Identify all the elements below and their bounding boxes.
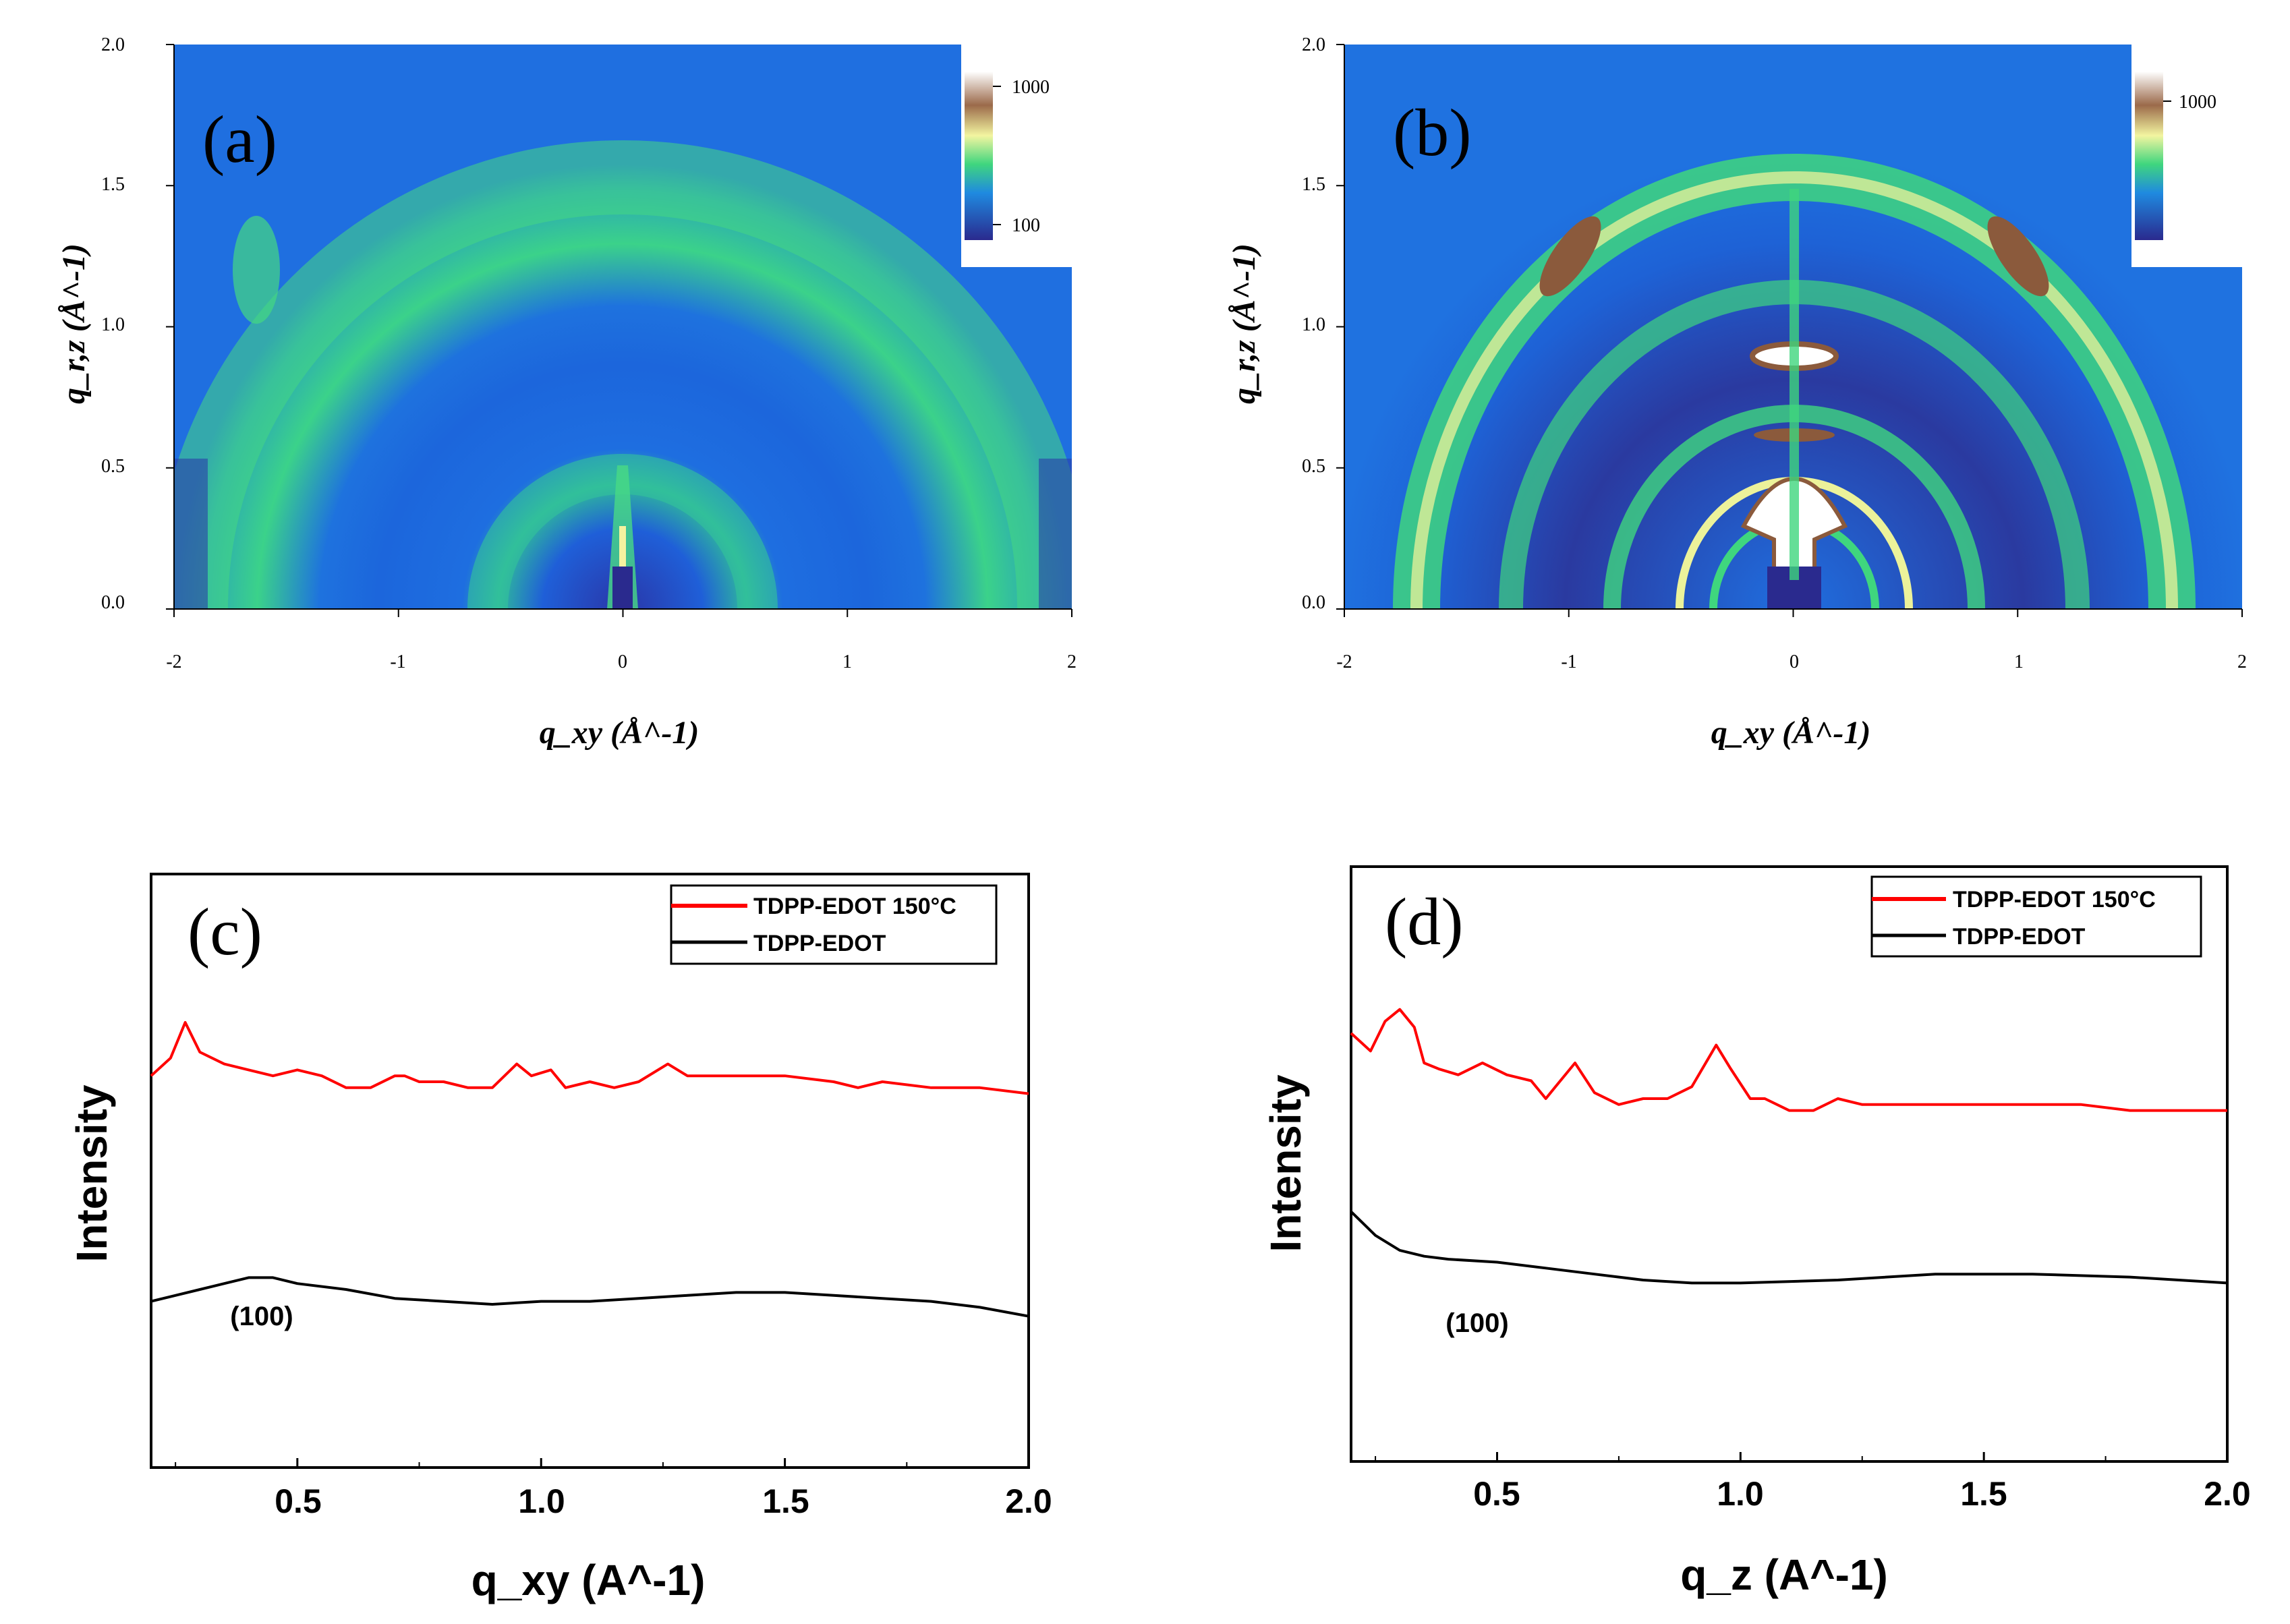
heatmap-b <box>1344 45 2242 609</box>
x-tick-a-1: -1 <box>390 651 405 672</box>
legend-c: TDPP-EDOT 150°C TDPP-EDOT <box>670 884 998 965</box>
y-tick-a-0: 0.0 <box>101 592 125 613</box>
hotspot-b-left <box>1539 216 1601 297</box>
y-axis-title-d: Intensity <box>1261 1074 1310 1252</box>
legend-d-label-black: TDPP-EDOT <box>1953 924 2086 950</box>
panel-c: (c) TDPP-EDOT 150°C TDPP-EDOT (100) 0.5 … <box>67 873 1052 1604</box>
y-tick-b-0: 0.0 <box>1302 592 1325 613</box>
y-axis-title-a: q_r,z (Å^-1) <box>56 243 92 404</box>
corner-a-left <box>174 459 208 609</box>
panel-label-c: (c) <box>188 894 262 969</box>
ticks-c <box>175 1458 1030 1468</box>
plot-frame-c <box>150 873 1030 1469</box>
colorbar-a <box>965 71 993 240</box>
corner-a-right <box>1039 459 1072 609</box>
y-tick-a-1: 0.5 <box>101 456 125 477</box>
x-tick-d-1: 1.0 <box>1717 1475 1764 1513</box>
x-tick-d-3: 2.0 <box>2204 1475 2251 1513</box>
plot-frame-d <box>1350 865 2229 1463</box>
x-tick-b-2: 0 <box>1790 651 1799 672</box>
y-tick-a-2: 1.0 <box>101 314 125 335</box>
spot-a-left <box>233 216 280 324</box>
y-tick-b-3: 1.5 <box>1302 174 1325 195</box>
y-tick-b-1: 0.5 <box>1302 456 1325 477</box>
series-d <box>1350 1008 2228 1285</box>
panel-d: (d) TDPP-EDOT 150°C TDPP-EDOT (100) 0.5 … <box>1261 865 2251 1599</box>
hotspot-b-right <box>1987 216 2049 297</box>
panel-b: 1000 (b) 0.0 0.5 1.0 1.5 2.0 -2 -1 0 1 2… <box>1226 34 2247 751</box>
colorbar-a-label-100: 100 <box>1012 215 1040 236</box>
panel-label-a: (a) <box>202 102 277 177</box>
panel-label-d: (d) <box>1385 884 1464 959</box>
colorbar-a-label-1000: 1000 <box>1012 77 1050 98</box>
x-tick-a-3: 1 <box>842 651 852 672</box>
x-axis-title-b: q_xy (Å^-1) <box>1711 715 1871 751</box>
x-tick-c-3: 2.0 <box>1005 1482 1052 1520</box>
y-tick-b-4: 2.0 <box>1302 34 1325 55</box>
y-tick-a-4: 2.0 <box>101 34 125 55</box>
colorbar-b <box>2135 71 2163 240</box>
legend-c-box <box>670 884 998 965</box>
x-tick-c-0: 0.5 <box>275 1482 322 1520</box>
x-axis-title-a: q_xy (Å^-1) <box>540 715 699 751</box>
series-line-c-red <box>150 1021 1029 1095</box>
x-tick-a-4: 2 <box>1067 651 1077 672</box>
series-line-c-black <box>150 1276 1029 1318</box>
legend-c-label-red: TDPP-EDOT 150°C <box>753 894 956 919</box>
panel-a: 1000 100 (a) 0.0 0.5 1.0 1.5 2.0 -2 -1 0… <box>56 34 1077 751</box>
peak-label-d: (100) <box>1445 1308 1508 1338</box>
series-line-d-black <box>1350 1211 2228 1285</box>
x-tick-d-0: 0.5 <box>1473 1475 1520 1513</box>
x-tick-c-2: 1.5 <box>762 1482 809 1520</box>
ticks-d <box>1375 1452 2229 1461</box>
x-axis-title-c: q_xy (A^-1) <box>471 1556 706 1604</box>
x-tick-a-0: -2 <box>166 651 181 672</box>
ring-b-outer-core <box>1410 171 2178 609</box>
series-c <box>150 1021 1029 1318</box>
x-tick-b-4: 2 <box>2237 651 2247 672</box>
legend-d: TDPP-EDOT 150°C TDPP-EDOT <box>1870 875 2202 958</box>
series-line-d-red <box>1350 1008 2227 1112</box>
colorbar-b-label-1000: 1000 <box>2179 92 2216 113</box>
x-tick-b-3: 1 <box>2014 651 2024 672</box>
beamstop-a <box>612 567 633 609</box>
x-tick-b-0: -2 <box>1336 651 1352 672</box>
legend-d-box <box>1870 875 2202 958</box>
legend-c-label-black: TDPP-EDOT <box>753 931 886 956</box>
streak-a-core <box>619 526 626 567</box>
x-tick-c-1: 1.0 <box>518 1482 565 1520</box>
heatmap-a <box>174 45 1072 609</box>
panel-label-b: (b) <box>1393 95 1472 170</box>
x-axis-title-d: q_z (A^-1) <box>1680 1550 1888 1599</box>
legend-d-label-red: TDPP-EDOT 150°C <box>1953 887 2156 912</box>
y-tick-b-2: 1.0 <box>1302 314 1325 335</box>
y-tick-a-3: 1.5 <box>101 174 125 195</box>
x-tick-b-1: -1 <box>1561 651 1576 672</box>
ring-a-outer <box>174 140 1072 609</box>
x-tick-a-2: 0 <box>618 651 627 672</box>
ticks-a <box>166 44 1072 617</box>
peak-label-c: (100) <box>230 1302 293 1331</box>
ticks-b <box>1336 44 2243 617</box>
y-axis-title-c: Intensity <box>67 1084 116 1263</box>
x-tick-d-2: 1.5 <box>1960 1475 2007 1513</box>
y-axis-title-b: q_r,z (Å^-1) <box>1226 243 1262 404</box>
